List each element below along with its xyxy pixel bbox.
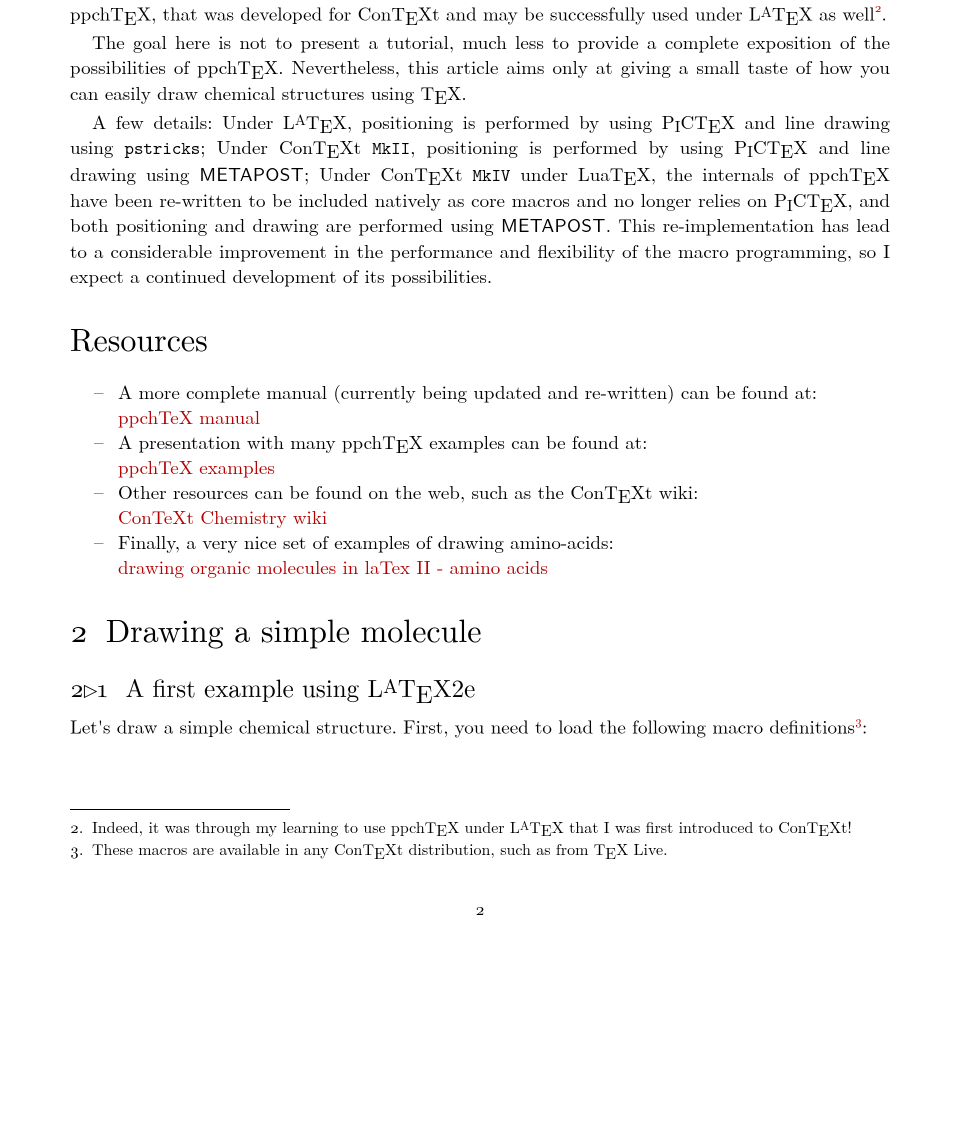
tex-logo: E bbox=[405, 4, 418, 31]
dash-icon: – bbox=[94, 529, 118, 554]
list-item: –Other resources can be found on the web… bbox=[118, 479, 890, 529]
text: A few details: Under L bbox=[92, 108, 295, 135]
text: ; Under ConT bbox=[200, 133, 326, 160]
paragraph-4: Let's draw a simple chemical structure. … bbox=[70, 713, 890, 738]
metapost: METAPOST bbox=[199, 159, 304, 187]
link-ppchtex-manual[interactable]: ppchTeX manual bbox=[118, 404, 890, 429]
dash-icon: – bbox=[94, 429, 118, 454]
text: CT bbox=[680, 108, 707, 135]
text: A more complete manual (currently being … bbox=[118, 378, 817, 405]
tex-logo: E bbox=[251, 58, 264, 85]
paragraph-2: The goal here is not to present a tutori… bbox=[70, 29, 890, 104]
dash-icon: – bbox=[94, 479, 118, 504]
section-title: Drawing a simple molecule bbox=[106, 607, 482, 652]
text: ; Under ConT bbox=[304, 160, 428, 187]
footnote-rule bbox=[70, 809, 290, 810]
footnotes: 2. Indeed, it was through my learning to… bbox=[70, 816, 890, 860]
text: Xt wiki: bbox=[631, 478, 699, 505]
text: CT bbox=[793, 186, 820, 213]
tex-logo: E bbox=[396, 432, 409, 459]
dash-icon: – bbox=[94, 379, 118, 404]
text: T bbox=[772, 0, 786, 26]
text: CT bbox=[753, 133, 780, 160]
link-amino-acids[interactable]: drawing organic molecules in laTex II - … bbox=[118, 554, 890, 579]
text: Let's draw a simple chemical structure. … bbox=[70, 713, 855, 740]
latex-logo: A bbox=[295, 108, 306, 135]
text: under LuaT bbox=[510, 160, 623, 187]
code: MkII bbox=[372, 136, 410, 160]
code: pstricks bbox=[125, 136, 201, 160]
footnote-ref-3[interactable]: 3 bbox=[855, 711, 862, 729]
section-heading: 2 Drawing a simple molecule bbox=[70, 607, 890, 652]
text: A presentation with many ppchT bbox=[118, 428, 396, 455]
footnote-text: These macros are available in any ConTEX… bbox=[92, 838, 890, 860]
tex-logo: E bbox=[618, 482, 631, 509]
footnote-number: 2. bbox=[70, 816, 92, 838]
tex-logo: E bbox=[434, 83, 447, 110]
text: X as well bbox=[799, 0, 875, 26]
text: Xt bbox=[339, 133, 372, 160]
page-number: 2 bbox=[70, 896, 890, 920]
tex-logo: E bbox=[326, 137, 339, 164]
resources-heading: Resources bbox=[70, 316, 890, 361]
subsection-title: A first example using LATEX2e bbox=[125, 670, 475, 711]
list-item: –A presentation with many ppchTEX exampl… bbox=[118, 429, 890, 479]
text: X examples can be found at: bbox=[409, 428, 648, 455]
footnote-number: 3. bbox=[70, 838, 92, 860]
text: Xt and may be successfully used under L bbox=[418, 0, 761, 26]
tex-logo: E bbox=[320, 112, 333, 139]
footnote-text: Indeed, it was through my learning to us… bbox=[92, 816, 890, 838]
tex-logo: E bbox=[708, 112, 721, 139]
resources-list: –A more complete manual (currently being… bbox=[70, 379, 890, 580]
text: X, that was developed for ConT bbox=[137, 0, 405, 26]
subsection-heading: 2▷1A first example using LATEX2e bbox=[70, 670, 890, 705]
text: Other resources can be found on the web,… bbox=[118, 478, 618, 505]
list-item: –A more complete manual (currently being… bbox=[118, 379, 890, 429]
text: . bbox=[881, 0, 886, 26]
tex-logo: E bbox=[863, 164, 876, 191]
text: Finally, a very nice set of examples of … bbox=[118, 528, 614, 555]
text: X, positioning is performed by using P bbox=[333, 108, 675, 135]
text: ppchT bbox=[70, 0, 124, 26]
tex-logo: E bbox=[780, 137, 793, 164]
paragraph-3: A few details: Under LATEX, positioning … bbox=[70, 109, 890, 288]
text: : bbox=[862, 713, 867, 740]
paragraph-1: ppchTEX, that was developed for ConTEXt … bbox=[70, 0, 890, 25]
tex-logo: E bbox=[124, 4, 137, 31]
text: X, the internals of ppchT bbox=[636, 160, 862, 187]
footnote-2: 2. Indeed, it was through my learning to… bbox=[70, 816, 890, 838]
tex-logo: E bbox=[786, 4, 799, 31]
page: ppchTEX, that was developed for ConTEXt … bbox=[0, 0, 960, 1129]
link-context-wiki[interactable]: ConTeXt Chemistry wiki bbox=[118, 504, 890, 529]
footnote-ref-2[interactable]: 2 bbox=[875, 0, 882, 16]
subsection-number: 2▷1 bbox=[70, 670, 107, 705]
section-number: 2 bbox=[70, 607, 88, 652]
link-ppchtex-examples[interactable]: ppchTeX examples bbox=[118, 454, 890, 479]
text: X. bbox=[447, 79, 467, 106]
text: Xt bbox=[441, 160, 473, 187]
tex-logo: E bbox=[820, 191, 833, 218]
metapost: METAPOST bbox=[501, 210, 606, 238]
text: T bbox=[306, 108, 320, 135]
list-item: –Finally, a very nice set of examples of… bbox=[118, 529, 890, 579]
footnote-3: 3. These macros are available in any Con… bbox=[70, 838, 890, 860]
latex-logo: A bbox=[761, 0, 772, 26]
tex-logo: E bbox=[624, 164, 637, 191]
text: , positioning is performed by using P bbox=[410, 133, 747, 160]
tex-logo: E bbox=[428, 164, 441, 191]
code: MkIV bbox=[473, 163, 511, 187]
